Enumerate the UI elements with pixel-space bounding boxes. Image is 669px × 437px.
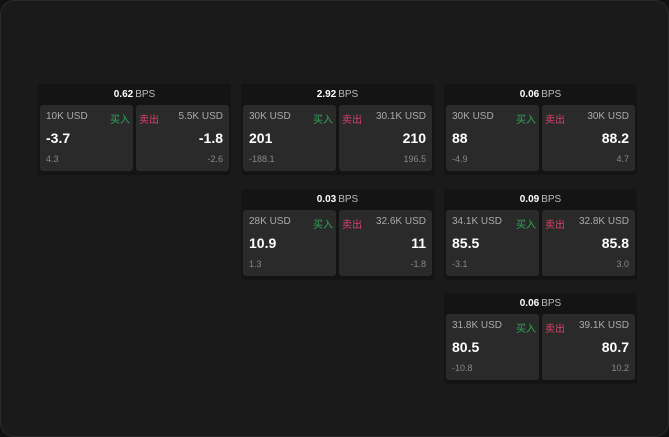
buy-price: -3.7 — [46, 130, 71, 146]
buy-card[interactable]: 34.1K USD 买入 85.5 -3.1 — [446, 210, 539, 276]
buy-size: 31.8K USD — [452, 320, 503, 331]
buy-change: -3.1 — [452, 259, 468, 269]
buy-label: 买入 — [313, 220, 333, 231]
sell-change: 10.2 — [611, 363, 629, 373]
spread-value: 0.06 — [519, 89, 540, 100]
sell-price: 11 — [411, 235, 426, 251]
spread-unit: BPS — [541, 89, 562, 100]
sell-size: 39.1K USD — [578, 320, 629, 331]
buy-label: 买入 — [110, 115, 130, 126]
sell-change: 3.0 — [616, 259, 629, 269]
sell-label: 卖出 — [342, 115, 362, 126]
buy-price: 85.5 — [452, 235, 480, 251]
buy-label: 买入 — [516, 220, 536, 231]
buy-size: 10K USD — [46, 111, 88, 122]
buy-size: 30K USD — [452, 111, 494, 122]
buy-price: 88 — [452, 130, 468, 146]
buy-card[interactable]: 31.8K USD 买入 80.5 -10.8 — [446, 314, 539, 380]
spread-header: 0.06 BPS — [444, 84, 637, 105]
buy-label: 买入 — [516, 324, 536, 335]
sell-price: -1.8 — [198, 130, 223, 146]
sell-change: 4.7 — [616, 154, 629, 164]
buy-size: 34.1K USD — [452, 216, 503, 227]
spread-value: 0.62 — [113, 89, 134, 100]
buy-change: 4.3 — [46, 154, 59, 164]
spread-header: 0.03 BPS — [241, 189, 434, 210]
sell-change: -1.8 — [410, 259, 426, 269]
quote-panel: 2.92 BPS 30K USD 买入 201 -188.1 卖出 30.1K U… — [241, 84, 434, 175]
sell-size: 30.1K USD — [375, 111, 426, 122]
buy-label: 买入 — [516, 115, 536, 126]
sell-price: 80.7 — [601, 339, 629, 355]
spread-value: 0.06 — [519, 298, 540, 309]
sell-price: 85.8 — [601, 235, 629, 251]
buy-price: 10.9 — [249, 235, 277, 251]
sell-change: 196.5 — [403, 154, 426, 164]
quote-panel: 0.06 BPS 30K USD 买入 88 -4.9 卖出 30K USD 88… — [444, 84, 637, 175]
sell-label: 卖出 — [545, 220, 565, 231]
spread-header: 0.06 BPS — [444, 293, 637, 314]
buy-card[interactable]: 30K USD 买入 201 -188.1 — [243, 105, 336, 171]
spread-header: 2.92 BPS — [241, 84, 434, 105]
sell-card[interactable]: 卖出 5.5K USD -1.8 -2.6 — [136, 105, 229, 171]
quote-panel: 0.06 BPS 31.8K USD 买入 80.5 -10.8 卖出 39.1K… — [444, 293, 637, 384]
sell-card[interactable]: 卖出 32.8K USD 85.8 3.0 — [542, 210, 635, 276]
spread-unit: BPS — [541, 194, 562, 205]
spread-value: 0.09 — [519, 194, 540, 205]
spread-header: 0.09 BPS — [444, 189, 637, 210]
sell-label: 卖出 — [545, 324, 565, 335]
buy-price: 201 — [249, 130, 273, 146]
quote-panel: 0.09 BPS 34.1K USD 买入 85.5 -3.1 卖出 32.8K … — [444, 189, 637, 280]
spread-unit: BPS — [541, 298, 562, 309]
quote-panel: 0.03 BPS 28K USD 买入 10.9 1.3 卖出 32.6K USD… — [241, 189, 434, 280]
sell-price: 88.2 — [601, 130, 629, 146]
buy-size: 30K USD — [249, 111, 291, 122]
sell-card[interactable]: 卖出 39.1K USD 80.7 10.2 — [542, 314, 635, 380]
buy-size: 28K USD — [249, 216, 291, 227]
sell-size: 30K USD — [587, 111, 629, 122]
sell-label: 卖出 — [139, 115, 159, 126]
buy-change: -4.9 — [452, 154, 468, 164]
sell-size: 32.8K USD — [578, 216, 629, 227]
buy-card[interactable]: 10K USD 买入 -3.7 4.3 — [40, 105, 133, 171]
spread-header: 0.62 BPS — [38, 84, 231, 105]
spread-value: 0.03 — [316, 194, 337, 205]
buy-change: 1.3 — [249, 259, 262, 269]
buy-card[interactable]: 30K USD 买入 88 -4.9 — [446, 105, 539, 171]
sell-card[interactable]: 卖出 30.1K USD 210 196.5 — [339, 105, 432, 171]
sell-price: 210 — [402, 130, 426, 146]
sell-card[interactable]: 卖出 30K USD 88.2 4.7 — [542, 105, 635, 171]
quote-panel: 0.62 BPS 10K USD 买入 -3.7 4.3 卖出 5.5K USD … — [38, 84, 231, 175]
spread-value: 2.92 — [316, 89, 337, 100]
buy-label: 买入 — [313, 115, 333, 126]
buy-change: -188.1 — [249, 154, 275, 164]
sell-label: 卖出 — [545, 115, 565, 126]
spread-unit: BPS — [135, 89, 156, 100]
sell-change: -2.6 — [207, 154, 223, 164]
sell-label: 卖出 — [342, 220, 362, 231]
spread-unit: BPS — [338, 194, 359, 205]
buy-change: -10.8 — [452, 363, 473, 373]
sell-size: 5.5K USD — [178, 111, 223, 122]
sell-size: 32.6K USD — [375, 216, 426, 227]
sell-card[interactable]: 卖出 32.6K USD 11 -1.8 — [339, 210, 432, 276]
buy-price: 80.5 — [452, 339, 480, 355]
buy-card[interactable]: 28K USD 买入 10.9 1.3 — [243, 210, 336, 276]
spread-unit: BPS — [338, 89, 359, 100]
